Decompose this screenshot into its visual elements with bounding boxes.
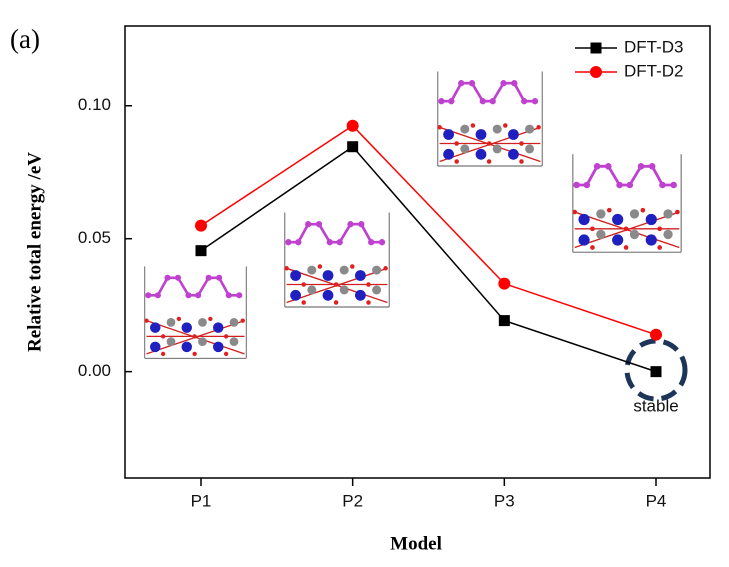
x-tick-label: P1 <box>191 491 212 510</box>
structure-inset <box>437 72 542 167</box>
x-tick-label: P4 <box>646 491 667 510</box>
legend-label: DFT-D3 <box>624 37 684 56</box>
data-point <box>196 245 207 256</box>
structure-inset <box>572 154 681 252</box>
legend-label: DFT-D2 <box>624 61 684 80</box>
y-tick-label: 0.10 <box>78 95 111 114</box>
data-point <box>195 220 207 232</box>
data-point <box>650 329 662 341</box>
data-point <box>347 141 358 152</box>
data-point <box>651 366 662 377</box>
x-tick-label: P2 <box>342 491 363 510</box>
y-axis-title: Relative total energy /eV <box>24 152 45 352</box>
x-axis-title: Model <box>390 533 442 554</box>
structure-inset <box>284 213 389 308</box>
data-point <box>498 278 510 290</box>
annotation: stable <box>633 396 678 415</box>
series-line <box>201 126 656 335</box>
x-tick-label: P3 <box>494 491 515 510</box>
y-tick-label: 0.00 <box>78 361 111 380</box>
structure-inset <box>144 266 246 358</box>
panel-label: (a) <box>10 24 40 54</box>
data-point <box>499 315 510 326</box>
data-point <box>347 120 359 132</box>
page: (a) Model Relative total energy /eV stab… <box>0 0 729 567</box>
chart: (a) Model Relative total energy /eV stab… <box>0 0 729 562</box>
y-tick-label: 0.05 <box>78 228 111 247</box>
legend-marker <box>591 43 602 54</box>
legend-marker <box>590 66 602 78</box>
